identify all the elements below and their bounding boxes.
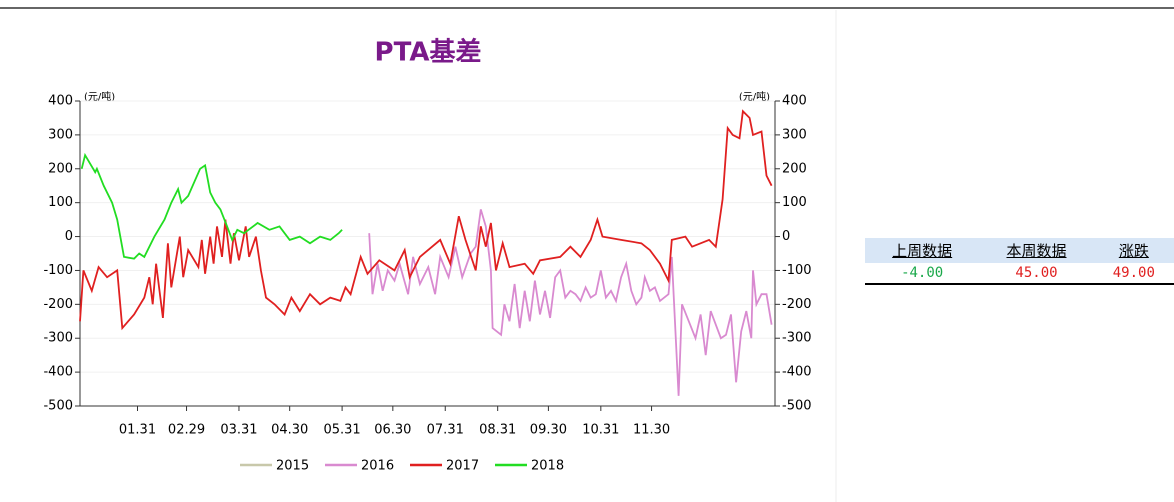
chart-title: PTA基差 — [375, 37, 482, 68]
y-tick-label: -500 — [43, 399, 73, 414]
y-tick-label: 200 — [48, 161, 73, 176]
y2-tick-label: -300 — [782, 331, 812, 346]
series-line — [79, 109, 773, 331]
y2-tick-label: -500 — [782, 399, 812, 414]
y-tick-label: -100 — [43, 263, 73, 278]
x-tick-label: 10.31 — [582, 423, 619, 438]
legend-label: 2017 — [446, 459, 479, 474]
cell: -4.00 — [865, 263, 980, 285]
y-tick-label: -400 — [43, 365, 73, 380]
y2-unit-label: (元/吨) — [739, 90, 770, 103]
header-cell: 上周数据 — [865, 238, 980, 263]
x-tick-label: 05.31 — [323, 423, 360, 438]
data-table: 上周数据 本周数据 涨跌 -4.00 45.00 49.00 — [865, 238, 1174, 285]
y-tick-label: 0 — [65, 229, 73, 244]
y-tick-label: 300 — [48, 127, 73, 142]
y2-tick-label: -100 — [782, 263, 812, 278]
header-cell: 涨跌 — [1093, 238, 1174, 263]
legend-label: 2016 — [361, 459, 394, 474]
y-unit-label: (元/吨) — [84, 90, 115, 103]
x-tick-label: 02.29 — [168, 423, 205, 438]
x-tick-label: 08.31 — [479, 423, 516, 438]
y2-tick-label: 100 — [782, 195, 807, 210]
x-tick-label: 04.30 — [271, 423, 308, 438]
cell: 45.00 — [979, 263, 1094, 285]
y2-tick-label: -400 — [782, 365, 812, 380]
y-tick-label: 100 — [48, 195, 73, 210]
header-cell: 本周数据 — [979, 238, 1094, 263]
y-tick-label: 400 — [48, 94, 73, 109]
legend-label: 2018 — [531, 459, 564, 474]
y2-tick-label: -200 — [782, 297, 812, 312]
series-line — [80, 152, 343, 260]
x-tick-label: 09.30 — [530, 423, 567, 438]
header-row: 上周数据 本周数据 涨跌 — [865, 238, 1174, 263]
x-tick-label: 03.31 — [220, 423, 257, 438]
cell: 49.00 — [1093, 263, 1174, 285]
x-tick-label: 01.31 — [119, 423, 156, 438]
x-tick-label: 07.31 — [427, 423, 464, 438]
data-row: -4.00 45.00 49.00 — [865, 263, 1174, 285]
legend-label: 2015 — [276, 459, 309, 474]
series-line — [368, 209, 773, 396]
y-tick-label: -200 — [43, 297, 73, 312]
y2-tick-label: 300 — [782, 127, 807, 142]
y2-tick-label: 200 — [782, 161, 807, 176]
y2-tick-label: 0 — [782, 229, 790, 244]
x-tick-label: 06.30 — [374, 423, 411, 438]
x-tick-label: 11.30 — [633, 423, 670, 438]
y2-tick-label: 400 — [782, 94, 807, 109]
y-tick-label: -300 — [43, 331, 73, 346]
